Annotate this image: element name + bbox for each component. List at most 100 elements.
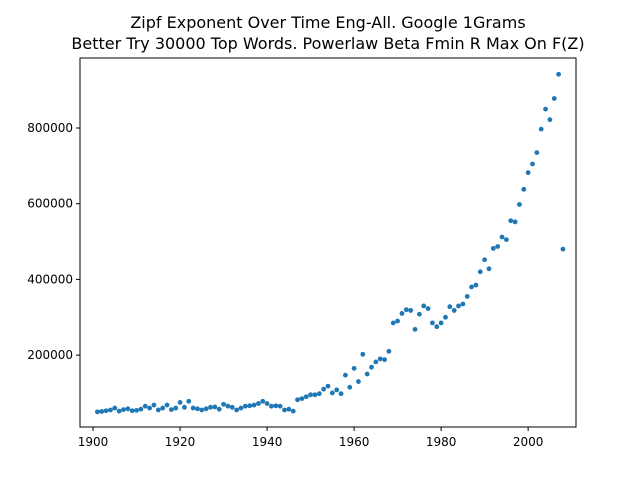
data-point	[312, 392, 318, 398]
data-point	[103, 408, 109, 414]
data-point	[525, 170, 531, 176]
x-tick-label: 1960	[339, 435, 370, 449]
data-point	[138, 406, 144, 412]
data-point	[373, 359, 379, 365]
data-point	[347, 384, 353, 390]
data-point	[399, 311, 405, 316]
data-point	[295, 397, 300, 403]
data-point	[395, 318, 401, 324]
data-point	[421, 303, 427, 309]
data-point	[386, 348, 392, 354]
data-point	[369, 364, 374, 370]
data-point	[517, 202, 522, 207]
data-point	[321, 386, 327, 392]
data-point	[234, 407, 240, 413]
y-tick-label: 600000	[27, 197, 73, 211]
chart-subtitle: Better Try 30000 Top Words. Powerlaw Bet…	[71, 34, 584, 53]
data-point	[469, 284, 474, 290]
data-point	[282, 407, 287, 413]
data-point	[112, 405, 118, 411]
data-point	[473, 282, 479, 288]
data-point	[547, 117, 553, 123]
data-point	[225, 403, 231, 409]
data-point	[290, 408, 296, 414]
data-point	[155, 407, 161, 413]
y-tick-label: 200000	[27, 348, 73, 362]
data-point	[556, 71, 561, 77]
data-point	[177, 400, 183, 405]
data-point	[377, 356, 383, 362]
chart-title: Zipf Exponent Over Time Eng-All. Google …	[130, 13, 525, 32]
data-point	[482, 257, 488, 263]
data-point	[486, 266, 492, 272]
data-point	[382, 357, 387, 363]
data-point	[503, 237, 509, 243]
y-tick-label: 400000	[27, 272, 73, 286]
data-point	[255, 401, 261, 406]
data-point	[195, 406, 200, 412]
data-point	[538, 126, 544, 132]
data-point	[199, 407, 205, 413]
data-point	[299, 396, 305, 402]
data-point	[134, 407, 139, 413]
data-point	[477, 269, 483, 275]
data-point	[390, 320, 396, 326]
data-point	[269, 403, 274, 409]
data-point	[364, 371, 370, 377]
data-point	[273, 403, 279, 409]
x-tick-label: 1920	[165, 435, 196, 449]
data-point	[434, 324, 440, 330]
data-point	[212, 404, 218, 410]
data-point	[412, 326, 418, 332]
data-point	[490, 245, 496, 251]
data-points	[95, 71, 566, 415]
data-point	[260, 398, 266, 404]
data-point	[286, 406, 292, 412]
x-tick-label: 1940	[252, 435, 283, 449]
data-point	[521, 186, 527, 192]
data-point	[460, 301, 466, 307]
data-point	[551, 96, 557, 101]
data-point	[95, 409, 100, 415]
data-point	[316, 391, 322, 397]
data-point	[238, 405, 244, 411]
data-point	[160, 405, 166, 411]
data-point	[277, 403, 283, 409]
data-point	[425, 306, 431, 311]
data-point	[338, 391, 344, 397]
data-point	[438, 320, 444, 326]
data-point	[495, 244, 501, 249]
data-point	[203, 406, 209, 412]
data-point	[164, 402, 170, 408]
data-point	[190, 405, 196, 411]
data-point	[229, 404, 235, 410]
data-point	[247, 403, 253, 409]
data-point	[508, 218, 514, 224]
data-point	[343, 372, 348, 378]
data-point	[408, 308, 414, 313]
y-tick-label: 800000	[27, 121, 73, 135]
data-point	[216, 406, 222, 412]
data-point	[543, 106, 548, 112]
data-point	[443, 314, 448, 320]
data-point	[116, 408, 122, 414]
x-tick-label: 1900	[78, 435, 109, 449]
data-point	[451, 308, 457, 313]
data-point	[499, 234, 505, 240]
data-point	[221, 401, 226, 407]
data-point	[108, 407, 113, 413]
data-point	[534, 150, 540, 156]
data-point	[186, 398, 192, 404]
data-point	[264, 401, 270, 406]
data-point	[142, 403, 148, 409]
data-point	[99, 409, 105, 414]
data-point	[351, 365, 357, 371]
data-point	[251, 402, 257, 408]
data-point	[334, 387, 340, 393]
data-point	[303, 394, 309, 400]
data-point	[325, 383, 331, 389]
data-point	[356, 379, 361, 384]
data-point	[456, 303, 461, 309]
data-point	[308, 392, 313, 398]
